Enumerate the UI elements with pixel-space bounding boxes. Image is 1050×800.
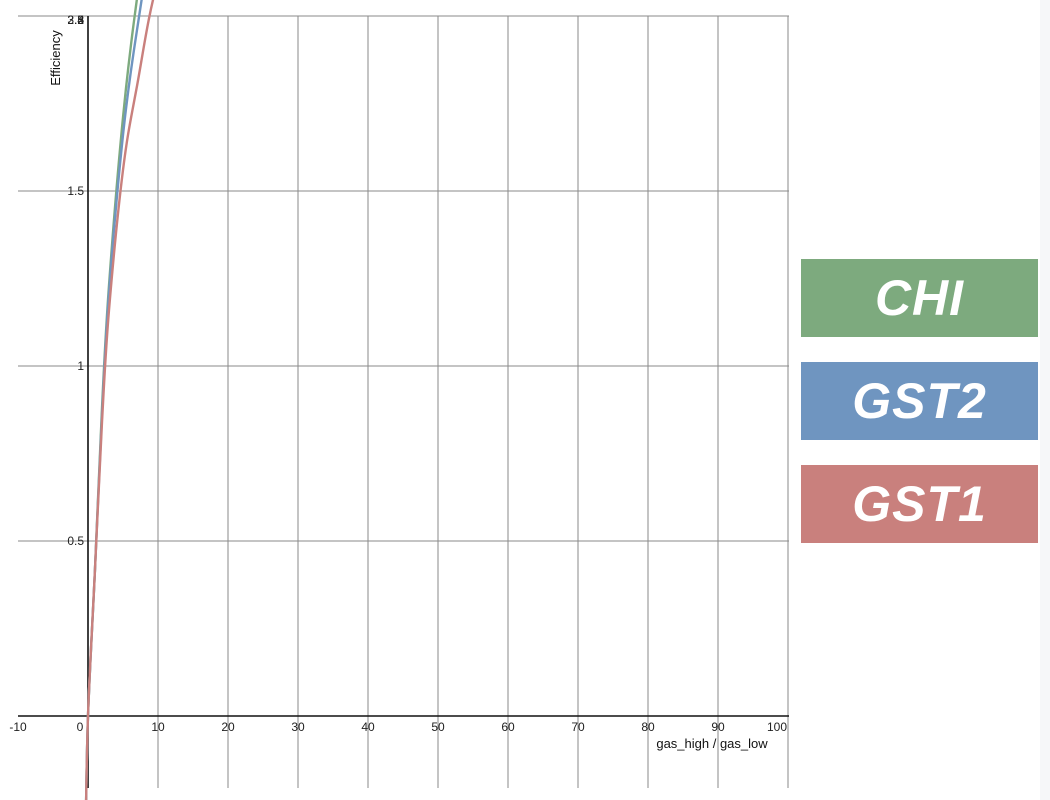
legend-item-chi: CHI [801, 259, 1038, 337]
y-tick-label-4: 4 [77, 13, 84, 27]
x-tick-label-20: 20 [221, 720, 235, 734]
x-tick-label-100: 100 [767, 720, 787, 734]
legend-item-gst2: GST2 [801, 362, 1038, 440]
line-chart: -10 0 10 20 30 40 50 60 70 80 90 100 0.5 1 1.5 22.533.… [9, 0, 789, 800]
series-line-gst1 [84, 0, 155, 800]
y-tick-label-0_5: 0.5 [67, 534, 84, 548]
page-edge [1040, 0, 1050, 800]
grid-lines [18, 15, 789, 788]
y-tick-label-2_5: 2.5 [67, 13, 84, 27]
x-tick-label-50: 50 [431, 720, 445, 734]
x-tick-label-40: 40 [361, 720, 375, 734]
y-tick-label-1: 1 [77, 359, 84, 373]
x-tick-label-0: 0 [77, 720, 84, 734]
y-tick-labels: 0.5 1 1.5 22.533.54 [67, 13, 84, 548]
x-axis-title: gas_high / gas_low [656, 736, 768, 751]
y-axis-title: Efficiency [48, 30, 63, 86]
x-tick-label-80: 80 [641, 720, 655, 734]
x-tick-label-60: 60 [501, 720, 515, 734]
axes [18, 16, 789, 788]
y-tick-label-3_5: 3.5 [67, 13, 84, 27]
legend-item-gst1: GST1 [801, 465, 1038, 543]
legend: CHI GST2 GST1 [801, 259, 1038, 568]
x-tick-label-30: 30 [291, 720, 305, 734]
y-tick-label-1_5: 1.5 [67, 184, 84, 198]
series-lines [84, 0, 155, 800]
x-tick-label--10: -10 [9, 720, 27, 734]
y-tick-label-3: 3 [77, 13, 84, 27]
y-tick-label-2: 2 [77, 13, 84, 27]
x-tick-label-10: 10 [151, 720, 165, 734]
series-line-chi [84, 0, 139, 800]
x-tick-label-90: 90 [711, 720, 725, 734]
series-line-gst2 [84, 0, 143, 800]
x-tick-label-70: 70 [571, 720, 585, 734]
x-tick-labels: -10 0 10 20 30 40 50 60 70 80 90 100 [9, 720, 787, 734]
